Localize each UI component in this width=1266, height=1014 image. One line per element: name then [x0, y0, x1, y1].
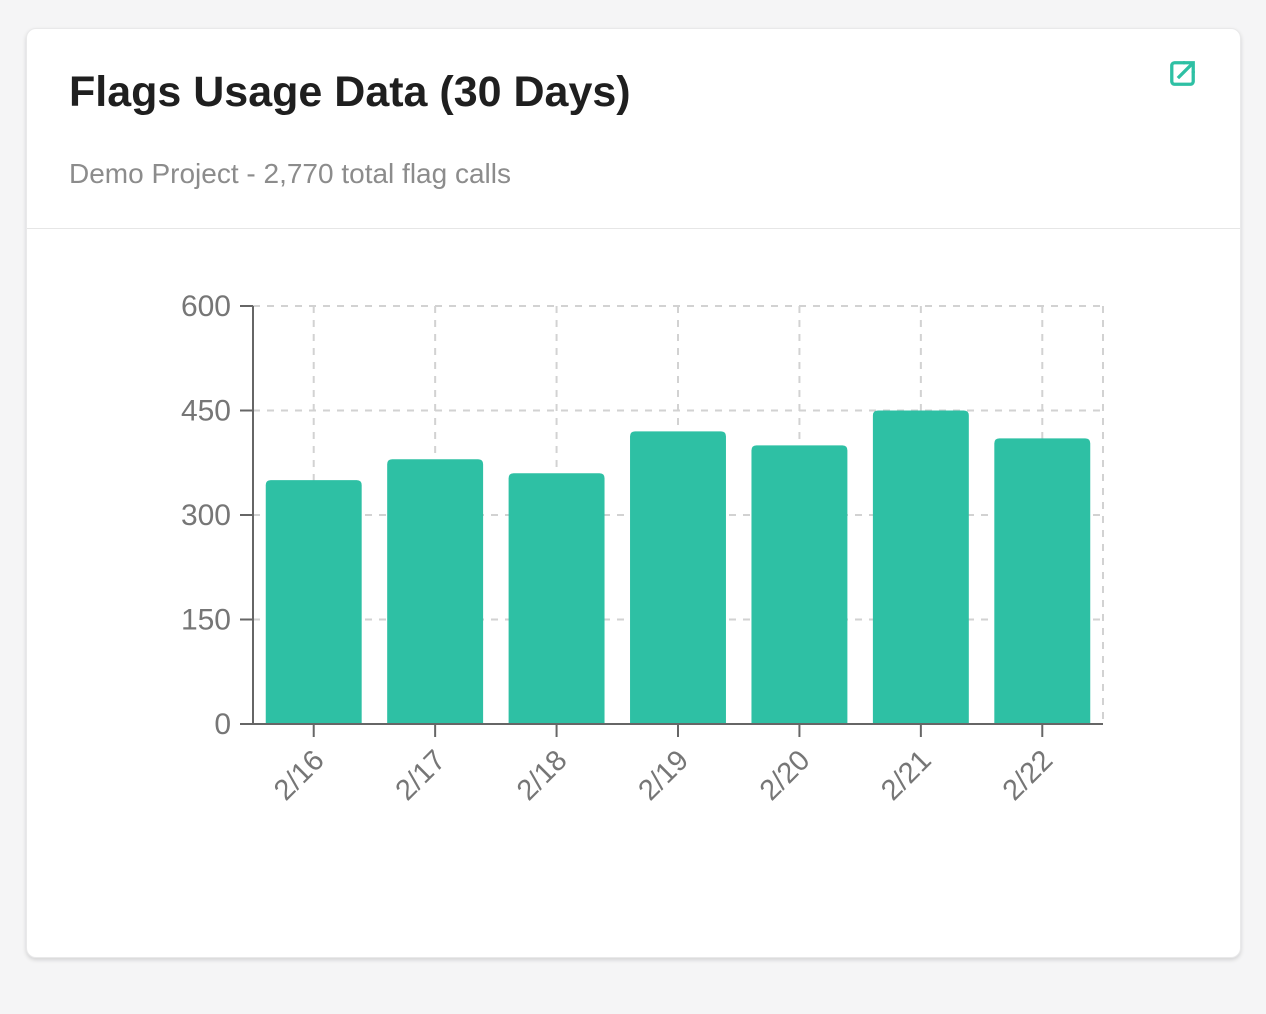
x-axis-label-2/20: 2/20 — [754, 744, 817, 807]
card-title: Flags Usage Data (30 Days) — [69, 68, 631, 116]
y-axis-label-300: 300 — [181, 499, 231, 532]
bar-2/16[interactable] — [265, 480, 362, 724]
expand-button[interactable] — [1166, 55, 1202, 91]
x-axis-label-2/21: 2/21 — [875, 744, 938, 807]
x-axis-label-2/16: 2/16 — [268, 744, 331, 807]
bar-2/19[interactable] — [630, 431, 726, 724]
bar-2/20[interactable] — [751, 445, 848, 724]
x-axis-label-2/19: 2/19 — [632, 744, 695, 807]
bar-2/21[interactable] — [872, 410, 969, 725]
external-link-icon — [1170, 60, 1195, 86]
y-axis-label-0: 0 — [214, 708, 231, 741]
card-subtitle: Demo Project - 2,770 total flag calls — [69, 158, 511, 189]
bar-2/22[interactable] — [994, 438, 1091, 724]
x-axis-label-2/17: 2/17 — [390, 744, 453, 807]
y-axis-label-450: 450 — [181, 395, 231, 428]
usage-bar-chart: 0 150 300 450 600 2/16 2/17 2/18 2/19 2/20 2/21 2/2… — [181, 290, 1104, 807]
card-header: Flags Usage Data (30 Days) Demo Project … — [27, 29, 1240, 229]
x-axis-label-2/18: 2/18 — [511, 744, 574, 807]
flags-usage-card: Flags Usage Data (30 Days) Demo Project … — [26, 28, 1241, 958]
y-axis-label-150: 150 — [181, 604, 231, 637]
y-axis-label-600: 600 — [181, 290, 231, 323]
bar-2/18[interactable] — [508, 473, 605, 724]
bar-2/17[interactable] — [387, 459, 484, 724]
x-axis-label-2/22: 2/22 — [997, 744, 1060, 807]
chart-area: 0 150 300 450 600 2/16 2/17 2/18 2/19 2/20 2/21 2/2… — [27, 229, 1242, 957]
